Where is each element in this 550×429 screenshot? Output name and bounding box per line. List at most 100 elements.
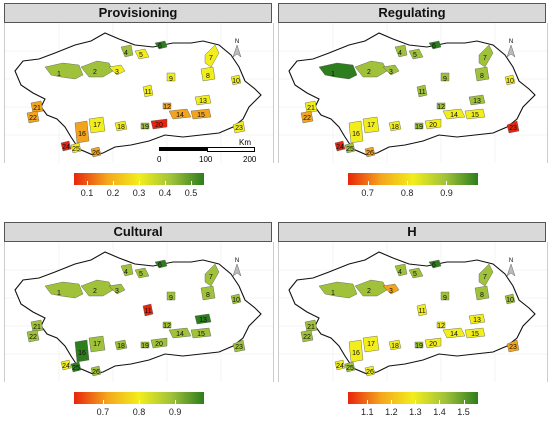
panel-title: Provisioning — [4, 3, 272, 23]
area-label-8: 8 — [480, 292, 484, 299]
protected-area-23 — [232, 120, 246, 134]
area-label-18: 18 — [391, 343, 399, 350]
protected-area-19 — [140, 341, 150, 349]
area-label-10: 10 — [232, 297, 240, 304]
protected-area-18 — [114, 339, 128, 351]
protected-area-22 — [26, 110, 40, 124]
area-label-2: 2 — [367, 288, 371, 295]
area-label-6: 6 — [158, 262, 162, 269]
area-label-11: 11 — [418, 89, 425, 96]
colorbar: 0.1 0.2 0.3 0.4 0.5 — [74, 173, 204, 203]
panel-cultural: Cultural 1 2 3 4 5 6 7 8 9 10 11 12 13 14 15 16 17 18 19 20… — [4, 222, 274, 422]
protected-area-3 — [108, 64, 126, 76]
area-label-8: 8 — [480, 73, 484, 80]
area-label-15: 15 — [471, 331, 479, 338]
colorbar-tick-mark — [463, 400, 465, 404]
scale-label-100: 100 — [199, 155, 213, 164]
colorbar-tick-label: 1.5 — [457, 407, 470, 417]
area-label-13: 13 — [199, 317, 207, 324]
area-label-18: 18 — [117, 343, 125, 350]
protected-area-5 — [408, 267, 424, 279]
area-label-12: 12 — [437, 323, 445, 330]
area-label-13: 13 — [473, 317, 481, 324]
protected-area-4 — [120, 44, 134, 58]
protected-area-14 — [168, 108, 192, 120]
protected-area-13 — [468, 94, 486, 106]
protected-area-16 — [348, 120, 364, 144]
colorbar-tick-label: 0.3 — [132, 188, 146, 198]
scale-label-200: 200 — [243, 155, 257, 164]
colorbar-tick-mark — [87, 181, 88, 185]
colorbar-tick-label: 0.7 — [361, 188, 374, 198]
scale-bar: 0 100 200 Km — [157, 138, 257, 167]
area-label-5: 5 — [413, 271, 417, 278]
area-label-23: 23 — [235, 125, 243, 132]
area-label-4: 4 — [124, 269, 128, 276]
protected-area-15 — [190, 108, 212, 120]
protected-area-7 — [478, 263, 494, 287]
protected-area-7 — [478, 44, 494, 68]
area-label-24: 24 — [336, 363, 344, 370]
area-label-25: 25 — [346, 365, 354, 372]
protected-area-22 — [300, 329, 314, 343]
protected-area-15 — [464, 327, 486, 339]
protected-area-21 — [304, 319, 318, 333]
colorbar-tick-label: 0.4 — [158, 188, 172, 198]
protected-area-12 — [162, 102, 172, 110]
area-label-10: 10 — [232, 78, 240, 85]
area-label-20: 20 — [155, 122, 163, 129]
protected-area-14 — [442, 327, 466, 339]
protected-area-16 — [74, 120, 90, 144]
protected-area-16 — [74, 339, 90, 363]
protected-area-5 — [134, 267, 150, 279]
map-area: 1 2 3 4 5 6 7 8 9 10 11 12 13 14 15 16 17 18 19 20 21 22 23 24 2… — [278, 23, 548, 163]
area-label-4: 4 — [398, 50, 402, 57]
protected-area-11 — [142, 84, 154, 98]
protected-area-9 — [166, 72, 176, 82]
protected-area-7 — [204, 44, 220, 68]
colorbar-tick-label: 0.1 — [80, 188, 94, 198]
protected-area-15 — [464, 108, 486, 120]
colorbar-tick-label: 0.9 — [168, 407, 182, 417]
area-label-12: 12 — [437, 104, 445, 111]
area-label-23: 23 — [509, 125, 517, 132]
protected-area-1 — [44, 62, 84, 80]
protected-area-20 — [424, 118, 442, 130]
protected-area-12 — [162, 321, 172, 329]
area-label-7: 7 — [483, 55, 487, 62]
area-label-24: 24 — [336, 144, 344, 151]
protected-area-13 — [194, 94, 212, 106]
area-label-9: 9 — [443, 76, 447, 83]
map-area: 1 2 3 4 5 6 7 8 9 10 11 12 13 14 15 16 17 18 19 20 21 22 23 24 2… — [4, 242, 274, 382]
area-label-14: 14 — [450, 112, 458, 119]
panel-h: H 1 2 3 4 5 6 7 8 9 10 11 12 13 14 15 16 17 18 19 20 21 22 23 2… — [278, 222, 548, 422]
colorbar: 0.7 0.8 0.9 — [74, 392, 204, 422]
area-label-7: 7 — [209, 274, 213, 281]
protected-area-23 — [506, 120, 520, 134]
colorbar-tick-label: 1.3 — [409, 407, 422, 417]
area-label-13: 13 — [473, 98, 481, 105]
area-label-18: 18 — [117, 124, 125, 131]
area-label-20: 20 — [429, 341, 437, 348]
protected-area-11 — [142, 303, 154, 317]
area-label-19: 19 — [415, 124, 423, 131]
scale-unit: Km — [239, 138, 251, 147]
area-label-21: 21 — [33, 105, 41, 112]
colorbar-tick-label: 0.2 — [106, 188, 120, 198]
area-label-7: 7 — [209, 55, 213, 62]
area-label-12: 12 — [163, 323, 171, 330]
area-label-8: 8 — [206, 73, 210, 80]
north-arrow-icon — [232, 263, 242, 277]
colorbar-tick-mark — [367, 400, 369, 404]
protected-area-4 — [394, 44, 408, 58]
colorbar: 0.7 0.8 0.9 — [348, 173, 478, 203]
area-label-22: 22 — [303, 115, 311, 122]
area-label-16: 16 — [78, 350, 86, 357]
protected-area-22 — [26, 329, 40, 343]
protected-area-26 — [364, 365, 376, 377]
colorbar-gradient — [348, 392, 478, 404]
protected-area-22 — [300, 110, 314, 124]
colorbar-tick-mark — [446, 181, 448, 185]
protected-area-5 — [408, 48, 424, 60]
